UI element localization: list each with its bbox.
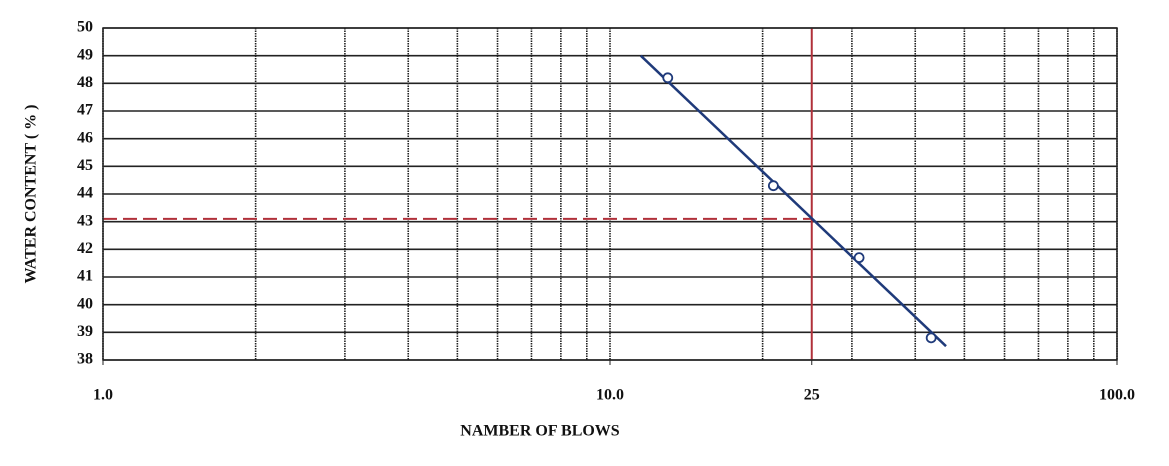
- x-tick-label: 10.0: [596, 387, 624, 404]
- trend-line: [639, 54, 947, 348]
- y-tick-label: 39: [77, 323, 93, 340]
- y-axis-title: WATER CONTENT ( % ): [23, 105, 40, 284]
- y-tick-label: 40: [77, 295, 93, 312]
- y-tick-label: 45: [77, 157, 93, 174]
- y-tick-label: 49: [77, 46, 93, 63]
- y-tick-label: 43: [77, 212, 93, 229]
- x-tick-label: 1.0: [93, 387, 113, 404]
- x-axis-title: NAMBER OF BLOWS: [460, 423, 620, 440]
- y-tick-label: 42: [77, 240, 93, 257]
- y-tick-label: 48: [77, 74, 93, 91]
- data-point: [767, 180, 779, 192]
- x-tick-label: 100.0: [1099, 387, 1135, 404]
- y-tick-label: 41: [77, 268, 93, 285]
- plot-frame: [102, 27, 1118, 361]
- y-tick-label: 47: [77, 102, 93, 119]
- data-point: [853, 252, 865, 264]
- x-tick-label: 25: [804, 387, 820, 404]
- y-tick-label: 44: [77, 185, 93, 202]
- y-tick-label: 38: [77, 351, 93, 368]
- y-tick-label: 50: [77, 19, 93, 36]
- data-point: [925, 332, 937, 344]
- y-tick-label: 46: [77, 129, 93, 146]
- data-point: [662, 72, 674, 84]
